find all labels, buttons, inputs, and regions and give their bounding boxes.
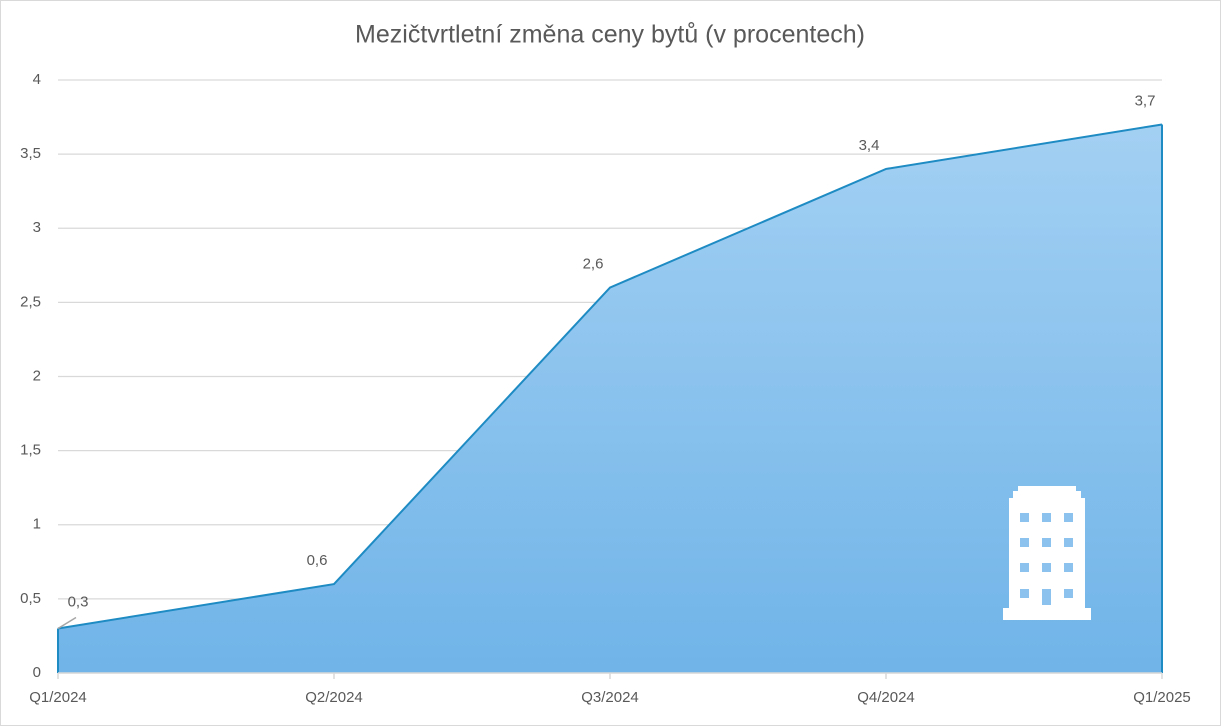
x-tick-label: Q4/2024 bbox=[857, 689, 915, 706]
data-label: 3,7 bbox=[1135, 92, 1156, 109]
y-tick-label: 0,5 bbox=[20, 590, 41, 607]
area-fill bbox=[58, 124, 1162, 674]
plot-area: 0 0,5 1 1,5 2 2,5 3 3,5 4 0,3 0,6 2,6 3,4 3,7 Q1/2024 Q… bbox=[20, 71, 1191, 706]
building-icon bbox=[1003, 486, 1091, 620]
y-tick-label: 4 bbox=[33, 71, 41, 88]
x-tick-label: Q1/2025 bbox=[1133, 689, 1191, 706]
y-tick-label: 3,5 bbox=[20, 145, 41, 162]
y-tick-label: 1,5 bbox=[20, 442, 41, 459]
chart-title: Mezičtvrtletní změna ceny bytů (v procen… bbox=[355, 21, 865, 49]
y-tick-label: 2 bbox=[33, 367, 41, 384]
data-label: 2,6 bbox=[583, 256, 604, 273]
y-tick-label: 0 bbox=[33, 664, 41, 681]
x-tick-label: Q1/2024 bbox=[29, 689, 87, 706]
y-tick-label: 3 bbox=[33, 219, 41, 236]
y-tick-label: 1 bbox=[33, 516, 41, 533]
area-line bbox=[57, 123, 1163, 630]
data-label: 0,6 bbox=[307, 552, 328, 569]
y-tick-label: 2,5 bbox=[20, 293, 41, 310]
data-label: 0,3 bbox=[68, 593, 89, 610]
data-label: 3,4 bbox=[859, 137, 880, 154]
x-tick-label: Q2/2024 bbox=[305, 689, 363, 706]
x-tick-label: Q3/2024 bbox=[581, 689, 639, 706]
leader-line bbox=[57, 616, 77, 630]
